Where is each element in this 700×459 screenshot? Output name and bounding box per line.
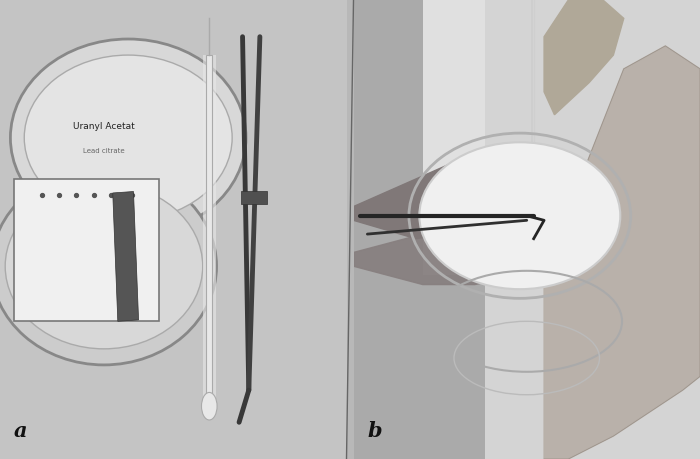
Text: Lead citrate: Lead citrate [83,148,125,155]
Ellipse shape [25,55,232,220]
Ellipse shape [0,168,216,365]
Polygon shape [354,207,533,285]
Bar [203,55,209,413]
Bar [206,55,212,413]
Polygon shape [354,161,492,239]
Polygon shape [544,0,624,115]
Ellipse shape [202,392,217,420]
Text: Uranyl Acetat: Uranyl Acetat [73,122,135,131]
Ellipse shape [10,39,246,236]
Ellipse shape [5,184,203,349]
Bar [241,191,267,204]
Bar [209,55,216,413]
Text: a: a [14,420,27,441]
Ellipse shape [419,142,620,289]
Bar [14,179,160,321]
Text: b: b [368,420,382,441]
Bar [206,55,212,413]
Bar [423,0,700,275]
Polygon shape [544,46,700,459]
Bar [485,0,700,459]
Bar [113,191,139,321]
